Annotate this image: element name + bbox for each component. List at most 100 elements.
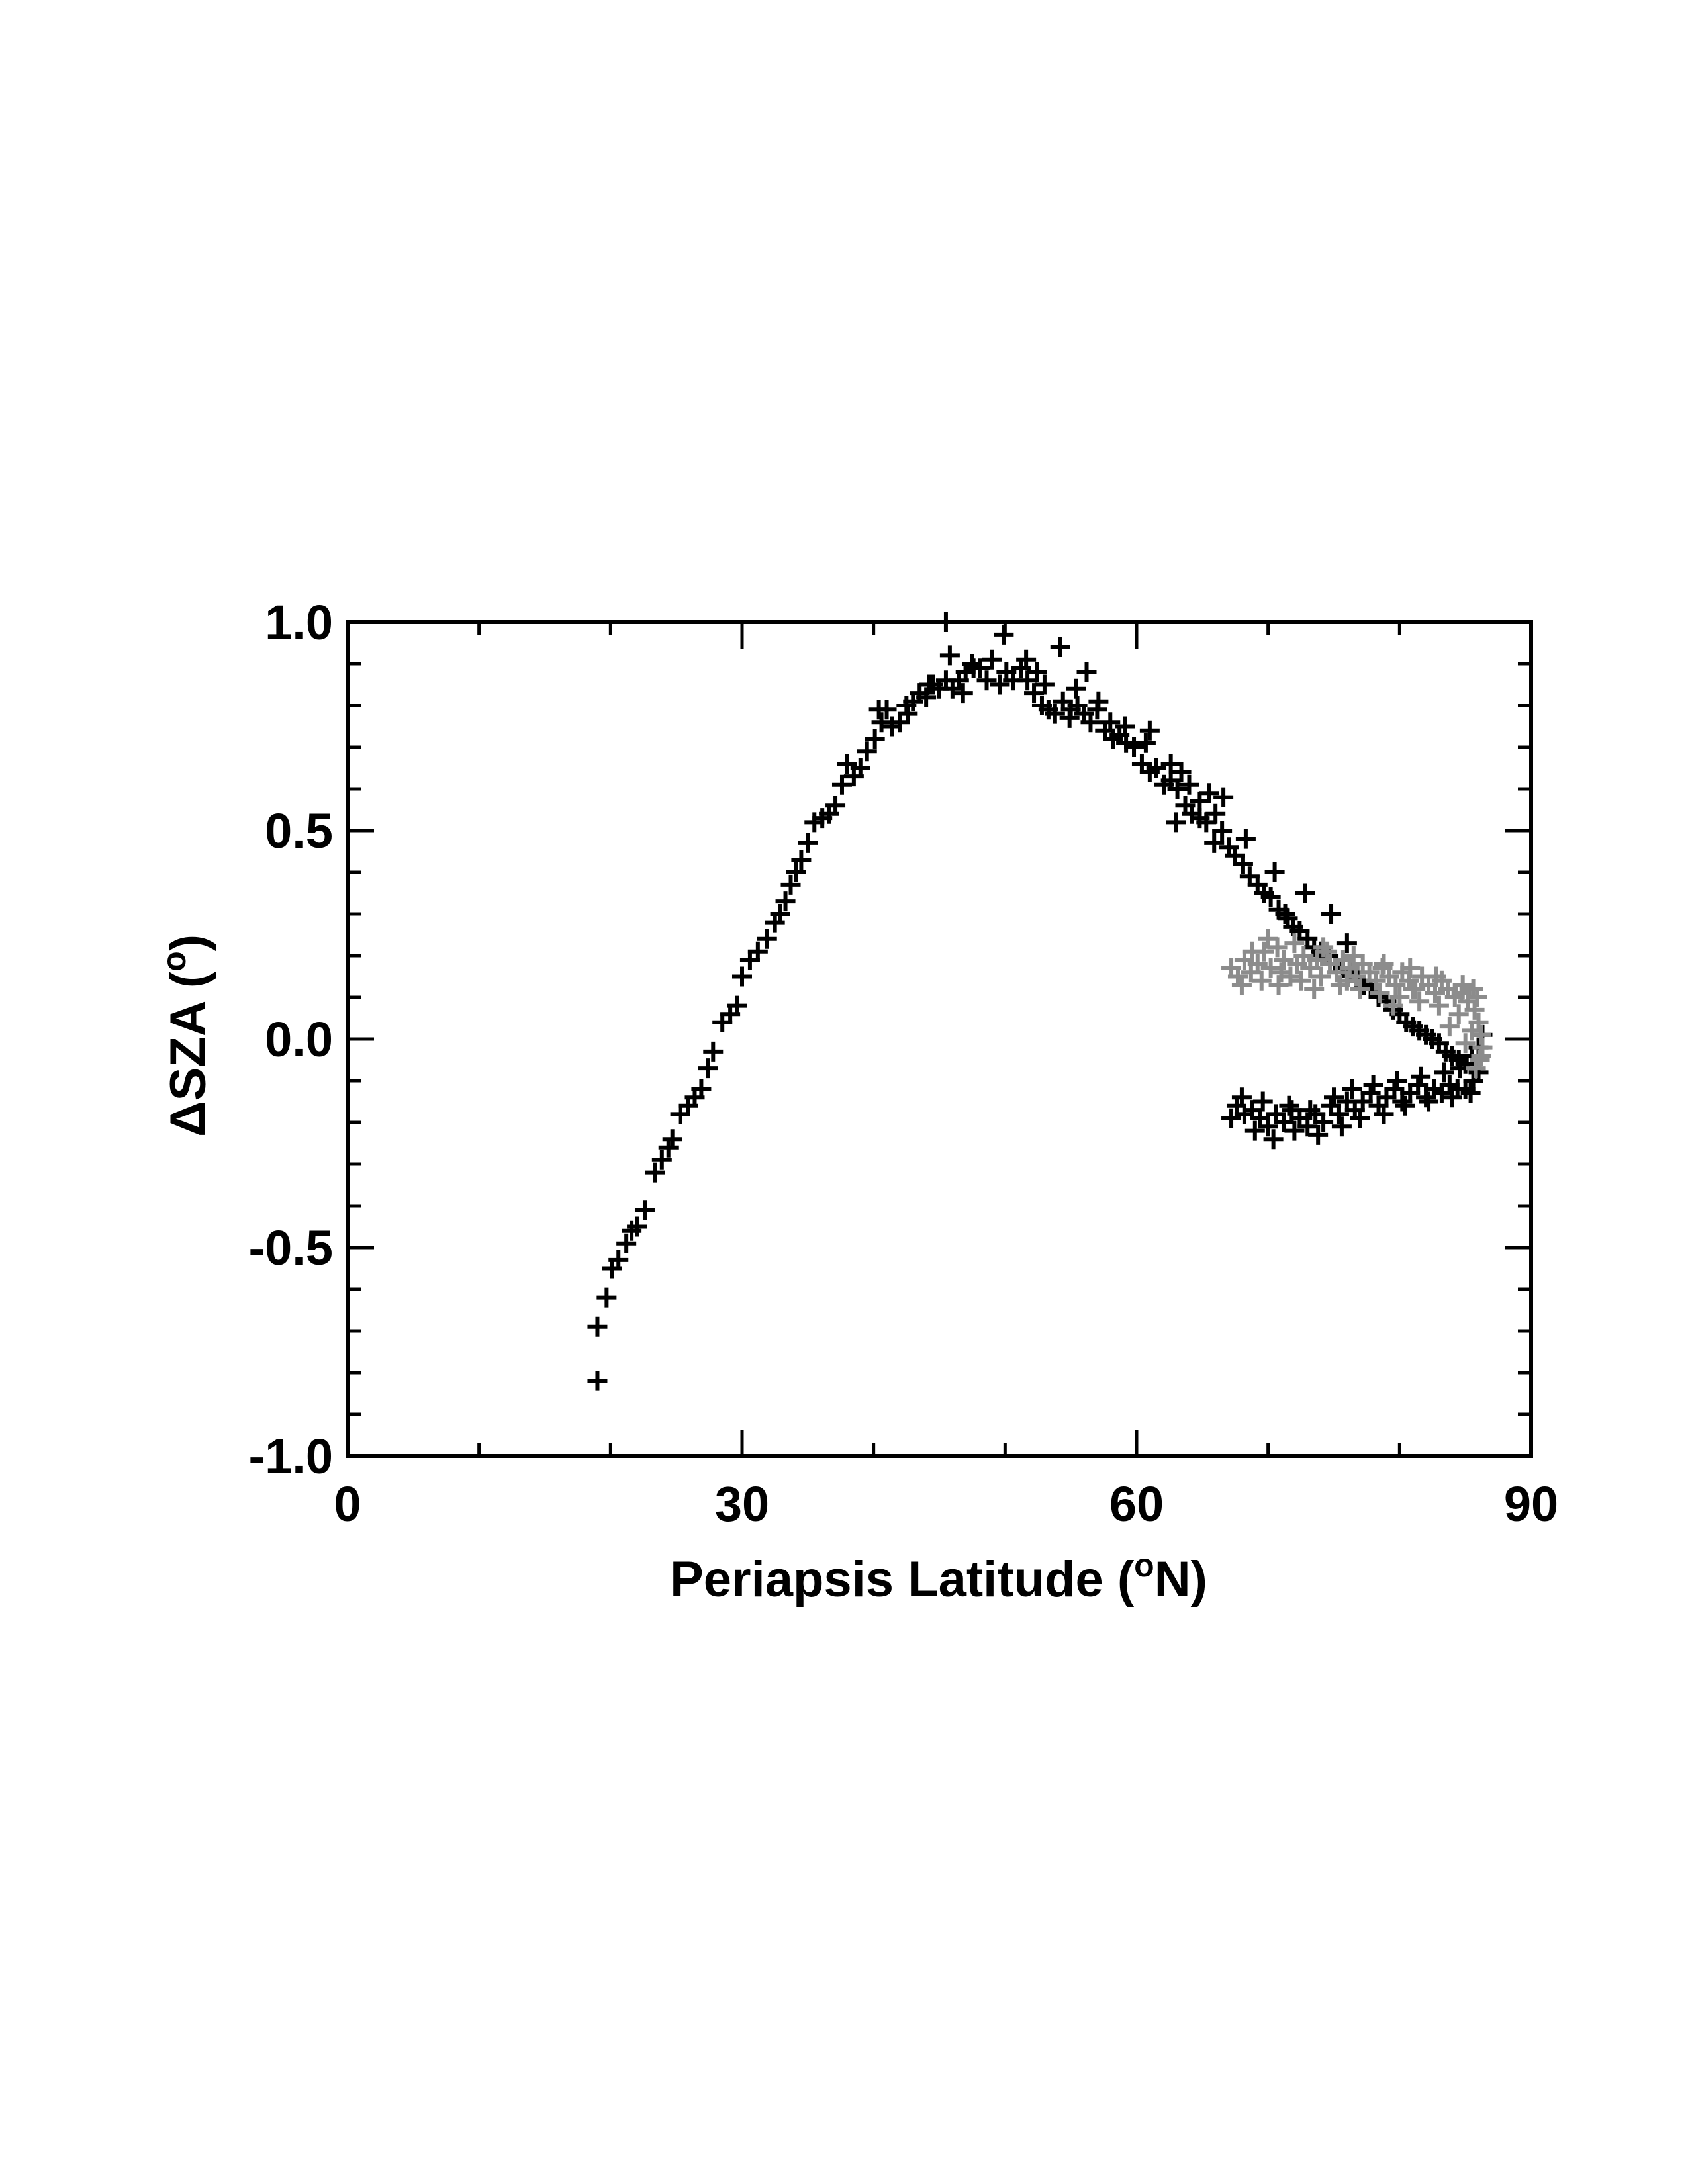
- data-point: [1313, 937, 1334, 958]
- data-point: [1027, 662, 1047, 682]
- data-point: [1463, 979, 1483, 999]
- data-point: [770, 904, 790, 924]
- data-point: [916, 687, 937, 707]
- data-point: [775, 891, 796, 912]
- data-point: [1342, 1079, 1362, 1099]
- data-point: [1124, 737, 1145, 757]
- y-axis-label: ΔSZA (o): [156, 934, 216, 1137]
- data-point: [1282, 1100, 1302, 1120]
- data-points: [587, 612, 1493, 1391]
- data-point: [1213, 787, 1234, 807]
- data-point: [1350, 979, 1370, 999]
- data-point: [1247, 954, 1268, 974]
- data-point: [1166, 812, 1186, 833]
- data-point: [1115, 716, 1135, 737]
- data-point: [1275, 904, 1295, 924]
- data-point: [1171, 762, 1192, 782]
- data-point: [703, 1041, 724, 1062]
- data-point: [662, 1129, 682, 1150]
- data-point: [1326, 962, 1346, 983]
- data-point: [1291, 970, 1311, 991]
- data-point: [1266, 1104, 1286, 1124]
- data-point: [1460, 1083, 1481, 1103]
- data-point: [1088, 691, 1109, 711]
- data-point: [1167, 779, 1188, 799]
- data-point: [1434, 1062, 1454, 1083]
- data-point: [982, 649, 1002, 670]
- data-point: [691, 1079, 712, 1099]
- data-point: [1452, 975, 1473, 995]
- data-point: [1260, 887, 1281, 907]
- y-tick-label: 1.0: [265, 595, 333, 650]
- data-point: [871, 712, 892, 733]
- data-point: [1304, 979, 1325, 999]
- data-point: [727, 995, 747, 1016]
- data-point: [1160, 754, 1181, 774]
- data-point: [1429, 995, 1449, 1016]
- data-point: [1024, 683, 1045, 704]
- data-point: [1016, 649, 1037, 670]
- data-point: [1060, 700, 1081, 720]
- data-point: [1146, 758, 1166, 778]
- axis-ticks: [346, 620, 1533, 1458]
- data-point: [1295, 883, 1315, 903]
- data-point: [786, 862, 806, 882]
- data-point: [1336, 1091, 1357, 1112]
- data-point: [1425, 983, 1445, 1003]
- data-point: [1179, 774, 1199, 795]
- data-point: [1221, 1108, 1242, 1128]
- data-point: [1263, 1129, 1284, 1150]
- data-point: [698, 1058, 718, 1079]
- data-point: [1400, 958, 1421, 978]
- data-point: [1346, 966, 1366, 987]
- data-point: [1231, 1087, 1252, 1108]
- data-point: [1466, 1058, 1486, 1079]
- data-point: [1426, 966, 1446, 987]
- x-tick-label: 0: [334, 1477, 361, 1531]
- data-point: [1403, 979, 1423, 999]
- data-point: [976, 670, 997, 691]
- data-point: [990, 674, 1010, 695]
- data-point: [837, 754, 857, 774]
- x-axis-label: Periapsis Latitude (oN): [670, 1547, 1207, 1608]
- data-point: [1139, 720, 1160, 741]
- data-point: [747, 941, 768, 962]
- data-point: [1212, 821, 1233, 841]
- y-tick-label: -0.5: [248, 1220, 333, 1275]
- data-point: [1350, 1108, 1370, 1128]
- data-point: [1307, 950, 1327, 970]
- data-point: [1462, 1021, 1482, 1041]
- data-point: [1455, 1033, 1476, 1054]
- data-point: [1392, 1091, 1413, 1112]
- data-point: [1251, 970, 1272, 991]
- data-point: [1311, 966, 1331, 987]
- data-point: [1271, 962, 1291, 983]
- data-point: [1366, 970, 1386, 991]
- data-point: [1293, 946, 1314, 966]
- data-point: [1331, 1116, 1352, 1137]
- data-point: [757, 929, 777, 949]
- data-point: [732, 966, 752, 987]
- data-point: [634, 1200, 655, 1220]
- data-point: [791, 850, 812, 870]
- data-point: [1233, 854, 1253, 874]
- data-point: [1204, 833, 1225, 853]
- data-point: [1439, 1017, 1460, 1037]
- data-point: [1190, 791, 1210, 811]
- data-point: [1471, 1046, 1491, 1066]
- data-point: [627, 1216, 647, 1237]
- data-point: [1416, 1087, 1436, 1108]
- data-point: [1066, 678, 1086, 699]
- data-point: [616, 1233, 637, 1253]
- data-point: [1300, 1100, 1321, 1120]
- data-point: [1464, 999, 1485, 1020]
- data-point: [1050, 637, 1070, 657]
- data-point: [587, 1371, 608, 1391]
- data-point: [857, 741, 877, 762]
- data-point: [780, 874, 801, 895]
- data-point: [1336, 933, 1357, 954]
- data-point: [1387, 1071, 1407, 1091]
- data-point: [1244, 1120, 1265, 1141]
- data-point: [1034, 674, 1055, 695]
